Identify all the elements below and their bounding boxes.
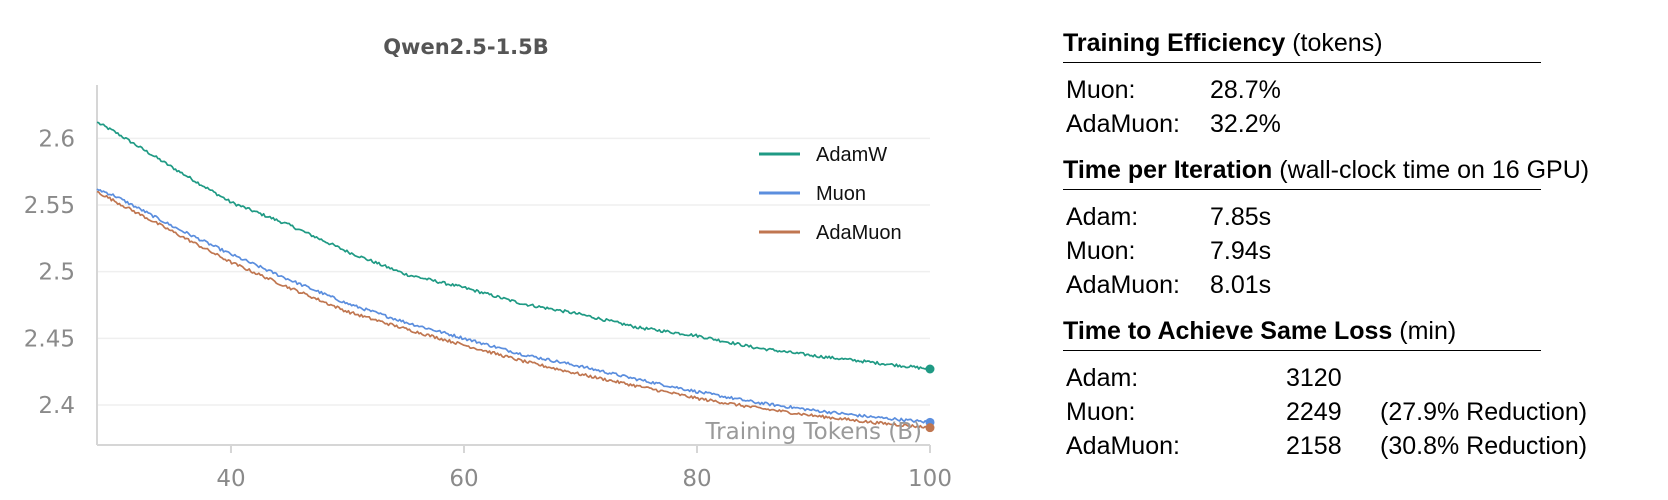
stats-label: Adam: — [1066, 364, 1139, 392]
stats-value: 7.85s — [1210, 203, 1272, 231]
stats-label: Muon: — [1066, 398, 1136, 426]
series-line-adamw — [96, 121, 931, 370]
legend-label-adamw: AdamW — [816, 144, 887, 166]
stats-row: Muon: 7.94s — [1063, 234, 1663, 268]
stats-value: 8.01s — [1210, 271, 1272, 299]
legend-label-adamuon: AdaMuon — [816, 222, 902, 244]
stats-label: AdaMuon: — [1066, 271, 1180, 299]
x-tick-label: 60 — [449, 466, 478, 492]
section-subtitle: (min) — [1392, 317, 1457, 345]
stats-row: AdaMuon: 2158 (30.8% Reduction) — [1063, 429, 1663, 463]
stats-label: AdaMuon: — [1066, 432, 1180, 460]
loss-chart-svg: 2.4 2.45 2.5 2.55 2.6 40 60 80 100 AdamW Muon AdaM… — [24, 35, 952, 492]
section-heading: Training Efficiency (tokens) — [1063, 26, 1541, 63]
stats-value: 28.7% — [1210, 76, 1281, 104]
stats-row: Muon: 28.7% — [1063, 73, 1663, 107]
stats-note: (27.9% Reduction) — [1380, 398, 1588, 426]
x-tick-label: 80 — [682, 466, 711, 492]
stats-row: Adam: 3120 — [1063, 361, 1663, 395]
stats-label: AdaMuon: — [1066, 110, 1180, 138]
stats-note: (30.8% Reduction) — [1380, 432, 1588, 460]
section-title: Time to Achieve Same Loss — [1063, 317, 1393, 345]
x-axis-label: Training Tokens (B) — [704, 419, 922, 445]
loss-chart: 2.4 2.45 2.5 2.55 2.6 40 60 80 100 AdamW Muon AdaM… — [24, 35, 952, 492]
stats-label: Adam: — [1066, 203, 1139, 231]
stats-label: Muon: — [1066, 76, 1136, 104]
x-tick-label: 40 — [216, 466, 245, 492]
stats-section: Training Efficiency (tokens) Muon: 28.7% Ad… — [1063, 26, 1663, 141]
chart-title: Qwen2.5-1.5B — [383, 35, 549, 59]
series-line-adamuon — [96, 190, 931, 430]
stats-row: Muon: 2249 (27.9% Reduction) — [1063, 395, 1663, 429]
section-title: Training Efficiency — [1063, 29, 1286, 57]
section-subtitle: (tokens) — [1285, 29, 1383, 57]
stats-row: AdaMuon: 32.2% — [1063, 107, 1663, 141]
section-title: Time per Iteration — [1063, 156, 1273, 184]
x-tick-label: 100 — [908, 466, 952, 492]
legend-label-muon: Muon — [816, 183, 866, 205]
stats-value: 7.94s — [1210, 237, 1272, 265]
y-tick-label: 2.45 — [24, 326, 75, 352]
stats-panel: Training Efficiency (tokens) Muon: 28.7% Ad… — [1063, 26, 1663, 463]
series-line-muon — [96, 188, 931, 424]
stats-value: 2249 — [1286, 398, 1342, 426]
stats-label: Muon: — [1066, 237, 1136, 265]
stats-value: 2158 — [1286, 432, 1342, 460]
series-end-point-adamw — [925, 364, 935, 374]
y-tick-label: 2.55 — [24, 193, 75, 219]
stats-section: Time to Achieve Same Loss (min) Adam: 3120… — [1063, 314, 1663, 463]
stats-row: Adam: 7.85s — [1063, 200, 1663, 234]
stats-section: Time per Iteration (wall-clock time on 1… — [1063, 153, 1663, 302]
section-heading: Time per Iteration (wall-clock time on 1… — [1063, 153, 1589, 190]
stats-value: 3120 — [1286, 364, 1342, 392]
y-tick-label: 2.4 — [38, 393, 75, 419]
y-tick-label: 2.5 — [38, 260, 75, 286]
y-tick-label: 2.6 — [38, 126, 75, 152]
section-heading: Time to Achieve Same Loss (min) — [1063, 314, 1541, 351]
series-end-point-adamuon — [925, 423, 935, 433]
section-subtitle: (wall-clock time on 16 GPU) — [1272, 156, 1590, 184]
stats-row: AdaMuon: 8.01s — [1063, 268, 1663, 302]
stats-value: 32.2% — [1210, 110, 1281, 138]
